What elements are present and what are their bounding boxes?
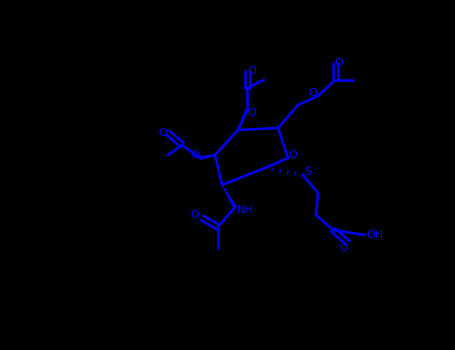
Polygon shape	[222, 185, 237, 208]
Text: O: O	[288, 150, 298, 160]
Polygon shape	[200, 155, 215, 160]
Text: O: O	[191, 150, 199, 160]
Text: O: O	[248, 108, 256, 118]
Text: O: O	[334, 58, 344, 68]
Text: O: O	[248, 66, 256, 76]
Text: O: O	[339, 243, 349, 253]
Text: S: S	[304, 167, 312, 177]
Text: OH: OH	[366, 230, 384, 240]
Text: O: O	[191, 210, 199, 220]
Text: O: O	[308, 88, 318, 98]
Polygon shape	[238, 110, 248, 130]
Text: O: O	[159, 128, 167, 138]
Text: NH: NH	[237, 205, 253, 215]
